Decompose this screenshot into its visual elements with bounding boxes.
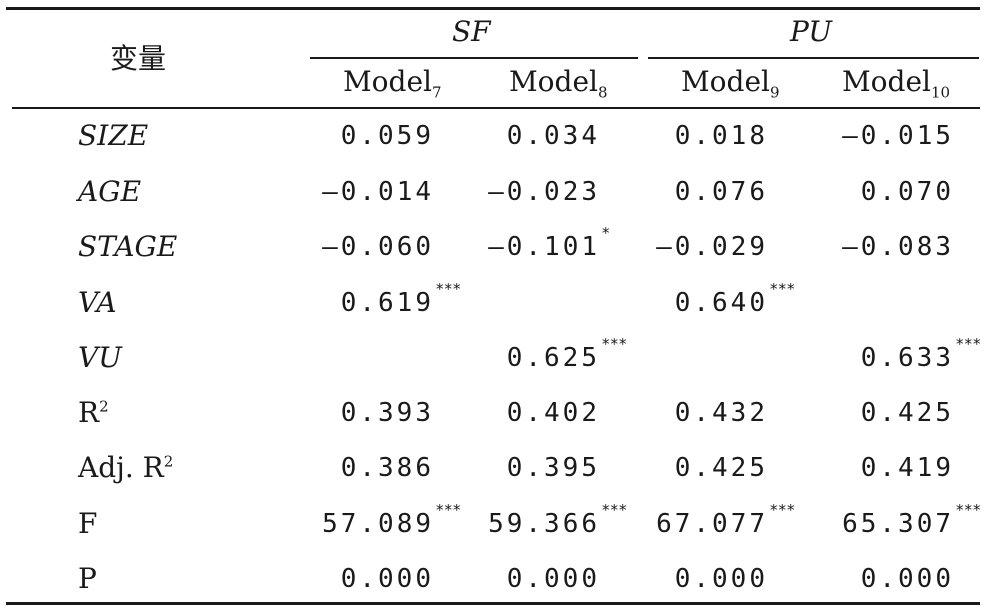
row-label: P: [78, 562, 97, 595]
row-label-superscript: 2: [99, 397, 109, 416]
model-header-2: Model8: [509, 65, 608, 101]
table-cell: 0.000: [506, 564, 600, 594]
table-cell: 0.386: [340, 453, 434, 483]
model-name: Model: [681, 65, 770, 98]
row-label: STAGE: [78, 230, 178, 263]
row-label-superscript: 2: [163, 452, 174, 471]
table-cell: 0.425: [674, 453, 768, 483]
header-rule: [12, 107, 980, 109]
group-header-pu: PU: [790, 15, 832, 48]
group-header-sf: SF: [452, 15, 491, 48]
model-subscript: 7: [431, 83, 442, 102]
row-label: AGE: [78, 175, 142, 208]
bottom-rule: [6, 602, 980, 605]
table-cell: —0.060: [322, 232, 434, 262]
significance-stars: *: [602, 224, 611, 242]
significance-stars: ***: [956, 501, 982, 519]
significance-stars: ***: [602, 335, 628, 353]
table-cell: 65.307 ***: [842, 501, 982, 539]
table-cell: —0.015: [842, 121, 954, 151]
row-label: Adj. R2: [78, 451, 174, 484]
table-cell: 0.000: [340, 564, 434, 594]
table-cell: 67.077 ***: [656, 501, 796, 539]
group-rule-sf: [310, 57, 638, 59]
row-label: VU: [78, 341, 122, 374]
group-rule-pu: [648, 57, 979, 59]
table-cell: 0.432: [674, 398, 768, 428]
table-cell: —0.023: [488, 177, 600, 207]
table-cell: 57.089 ***: [322, 501, 462, 539]
table-cell: 0.000: [860, 564, 954, 594]
table-cell: 0.619 ***: [340, 280, 462, 318]
table-cell: 0.633 ***: [860, 335, 982, 373]
table-cell: 59.366 ***: [488, 501, 628, 539]
model-name: Model: [509, 65, 598, 98]
table-cell: 0.018: [674, 121, 768, 151]
table-cell: —0.029: [656, 232, 768, 262]
row-label: VA: [78, 286, 117, 319]
model-subscript: 8: [597, 83, 608, 102]
table-cell: 0.076: [674, 177, 768, 207]
row-label: R2: [78, 396, 109, 429]
model-name: Model: [842, 65, 931, 98]
significance-stars: ***: [602, 501, 628, 519]
model-header-4: Model10: [842, 65, 950, 101]
row-label: F: [78, 507, 98, 540]
top-rule: [6, 7, 980, 10]
table-cell: 0.402: [506, 398, 600, 428]
table-cell: 0.059: [340, 121, 434, 151]
model-header-1: Model7: [343, 65, 442, 101]
table-cell: —0.083: [842, 232, 954, 262]
significance-stars: ***: [956, 335, 982, 353]
table-cell: —0.101 *: [488, 224, 611, 262]
table-cell: 0.640 ***: [674, 280, 796, 318]
model-subscript: 9: [769, 83, 780, 102]
significance-stars: ***: [770, 501, 796, 519]
table-cell: 0.000: [674, 564, 768, 594]
model-header-3: Model9: [681, 65, 780, 101]
table-cell: 0.395: [506, 453, 600, 483]
significance-stars: ***: [770, 280, 796, 298]
significance-stars: ***: [436, 280, 462, 298]
row-label: SIZE: [78, 119, 149, 152]
table-cell: 0.625 ***: [506, 335, 628, 373]
table-cell: 0.393: [340, 398, 434, 428]
table-cell: 0.425: [860, 398, 954, 428]
significance-stars: ***: [436, 501, 462, 519]
table-cell: 0.070: [860, 177, 954, 207]
model-subscript: 10: [930, 83, 951, 102]
corner-label: 变量: [110, 42, 167, 75]
model-name: Model: [343, 65, 432, 98]
table-cell: 0.419: [860, 453, 954, 483]
table-cell: —0.014: [322, 177, 434, 207]
table-cell: 0.034: [506, 121, 600, 151]
